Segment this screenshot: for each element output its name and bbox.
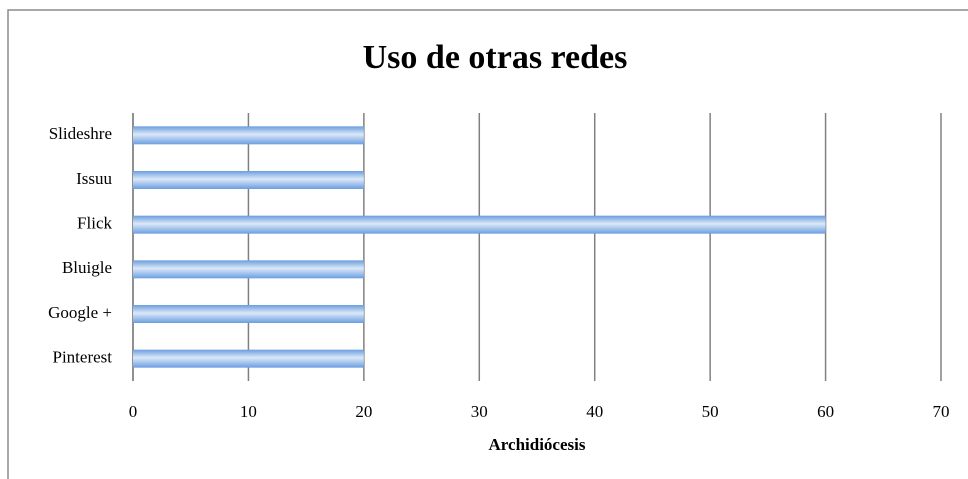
x-tick-label: 0 xyxy=(129,402,138,421)
x-tick-label: 40 xyxy=(586,402,603,421)
x-tick-label: 60 xyxy=(817,402,834,421)
bar xyxy=(133,260,364,279)
x-tick-label: 10 xyxy=(240,402,257,421)
x-tick-label: 50 xyxy=(702,402,719,421)
frame xyxy=(7,9,968,479)
y-tick-label: Pinterest xyxy=(53,348,113,367)
x-tick-label: 20 xyxy=(355,402,372,421)
x-axis-label: Archidiócesis xyxy=(489,435,586,454)
x-tick-label: 70 xyxy=(933,402,950,421)
chart-title: Uso de otras redes xyxy=(363,39,628,76)
bar xyxy=(133,215,826,234)
y-tick-label: Google + xyxy=(48,303,112,322)
bar xyxy=(133,305,364,323)
x-tick-label: 30 xyxy=(471,402,488,421)
bar xyxy=(133,349,364,368)
y-tick-label: Issuu xyxy=(76,169,112,188)
bar xyxy=(133,171,364,189)
bar xyxy=(133,126,364,145)
y-tick-label: Flick xyxy=(77,214,112,233)
y-tick-label: Bluigle xyxy=(62,258,112,277)
y-tick-label: Slideshre xyxy=(49,124,112,143)
